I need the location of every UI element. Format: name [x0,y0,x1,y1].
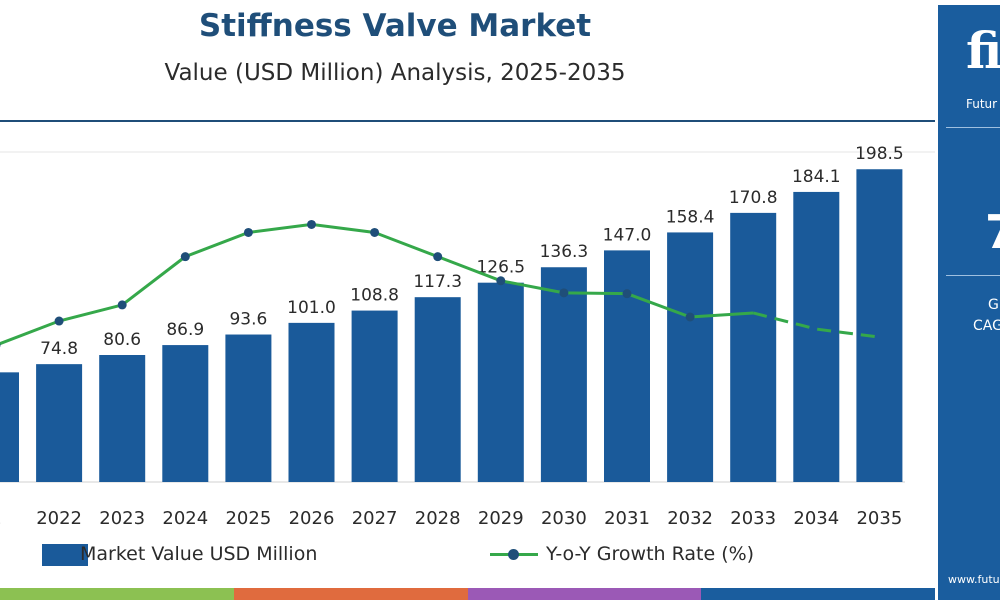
x-tick-label: 2033 [730,508,776,529]
x-tick-label: 1 [0,508,2,529]
x-tick-label: 2034 [793,508,839,529]
bar-value-label: 126.5 [476,258,525,278]
x-tick-label: 2028 [415,508,461,529]
legend-line-marker [508,549,519,560]
chart-subtitle: Value (USD Million) Analysis, 2025-2035 [164,60,626,86]
brand-logo: fi [966,21,1000,80]
legend-bar-label: Market Value USD Million [80,543,318,565]
bar-2022 [36,364,83,482]
bottom-color-stripe [0,588,935,600]
growth-point-2031 [622,289,632,299]
legend-bar-swatch [42,544,88,566]
bar-2029 [477,282,524,482]
bar-2034 [793,191,840,482]
stripe-segment-green [0,588,234,600]
growth-point-2027 [370,227,380,237]
header-divider [0,120,935,122]
x-tick-label: 2022 [36,508,82,529]
bar-2031 [604,250,650,482]
growth-point-2029 [496,276,506,286]
bar-2028 [414,297,461,482]
side-divider [946,127,1000,128]
stripe-segment-orange [233,588,468,600]
bar-2033 [730,212,777,482]
growth-point-2028 [433,252,443,262]
brand-name: Futur [966,97,998,111]
bar-value-label: 108.8 [350,286,399,306]
chart-plot: 74.8 80.6 86.9 93.6 101.0 108.8 117.3 126.5 136.… [0,144,935,529]
chart-title: Stiffness Valve Market [198,8,592,44]
growth-point-2022 [54,316,64,326]
bar-2025 [225,334,272,482]
growth-point-2032 [685,312,695,322]
bar-2023 [99,355,146,482]
bar-value-label: 136.3 [540,242,589,262]
x-tick-label: 2027 [352,508,398,529]
side-stat-value: 7 [985,205,1000,259]
x-tick-label: 2023 [99,508,145,529]
bar-2021 [0,372,19,482]
bar-2027 [351,310,398,482]
x-tick-label: 2025 [225,508,271,529]
legend-line-label: Y-o-Y Growth Rate (%) [546,543,755,565]
bar-value-label: 147.0 [603,225,652,245]
bar-value-label: 184.1 [792,167,841,187]
website-link[interactable]: www.futu [948,573,1000,586]
growth-point-2025 [243,227,253,237]
bar-value-label: 74.8 [40,339,78,359]
x-tick-label: 2035 [856,508,902,529]
side-stat-label: CAG [973,318,1000,334]
stripe-segment-purple [467,588,702,600]
x-tick-label: 2029 [478,508,524,529]
bar-2026 [288,322,335,482]
x-tick-label: 2032 [667,508,713,529]
growth-point-2024 [180,252,190,262]
bar-2035 [856,169,903,482]
bar-value-label: 170.8 [729,188,778,208]
bar-value-label: 93.6 [229,310,267,330]
bar-value-label: 117.3 [413,272,462,292]
x-tick-label: 2024 [162,508,208,529]
x-tick-label: 2026 [289,508,335,529]
bar-value-label: 198.5 [855,144,904,164]
growth-point-2021 [0,343,1,348]
growth-point-2030 [559,288,569,298]
side-info-panel: fi Futur 7 G CAG www.futu [938,5,1000,600]
growth-point-2026 [307,219,316,229]
x-tick-label: 2031 [604,508,650,529]
bar-2030 [540,267,587,482]
growth-point-2023 [117,300,127,310]
bar-value-label: 80.6 [103,330,141,350]
bar-value-label: 86.9 [166,320,204,340]
bar-2024 [162,345,209,482]
side-stat-label: G [988,297,999,313]
stripe-segment-blue [701,588,935,600]
bar-2032 [667,232,714,482]
side-divider [946,275,1000,276]
bar-value-label: 158.4 [666,207,715,227]
x-tick-label: 2030 [541,508,587,529]
bar-value-label: 101.0 [287,298,336,318]
